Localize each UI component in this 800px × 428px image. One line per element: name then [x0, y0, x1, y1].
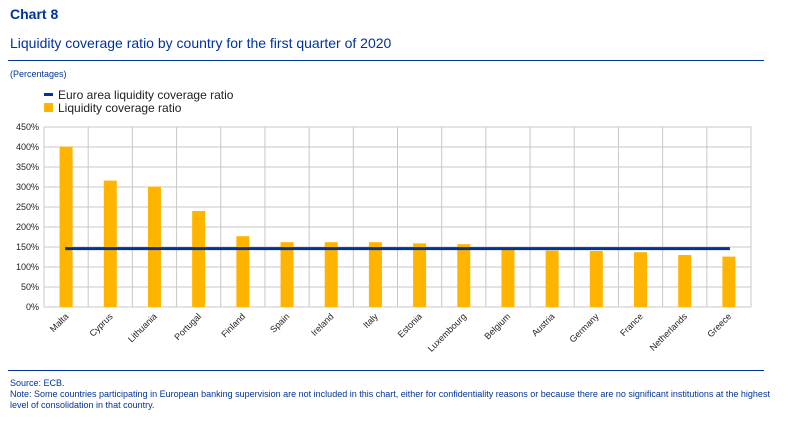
x-tick-label: Estonia — [396, 311, 424, 339]
bar — [103, 180, 117, 307]
bar — [678, 255, 692, 307]
x-tick-label: Italy — [361, 311, 380, 330]
bottom-rule — [8, 370, 764, 371]
y-tick-label: 300% — [16, 182, 39, 192]
x-tick-label: Austria — [530, 311, 557, 338]
x-tick-label: Spain — [268, 311, 291, 334]
bar — [501, 249, 515, 307]
bar — [457, 244, 471, 307]
bar — [59, 146, 73, 307]
bar — [634, 252, 648, 307]
legend-line-swatch — [44, 93, 53, 96]
unit-label: (Percentages) — [10, 69, 67, 79]
x-tick-label: Luxembourg — [426, 311, 468, 353]
footer: Source: ECB. Note: Some countries partic… — [10, 378, 770, 411]
y-tick-label: 450% — [16, 122, 39, 132]
x-tick-label: Lithuania — [126, 311, 159, 344]
y-tick-label: 50% — [21, 282, 39, 292]
bar — [722, 256, 736, 307]
x-tick-label: Belgium — [482, 311, 512, 341]
legend: Euro area liquidity coverage ratio Liqui… — [44, 87, 234, 115]
top-rule — [8, 60, 764, 61]
legend-item-bar: Liquidity coverage ratio — [44, 100, 233, 115]
x-tick-label: Portugal — [172, 311, 203, 342]
bar — [413, 243, 427, 307]
bar — [545, 250, 559, 307]
y-tick-label: 400% — [16, 142, 39, 152]
footnote: Note: Some countries participating in Eu… — [10, 389, 770, 410]
bar — [280, 242, 294, 307]
y-tick-label: 100% — [16, 262, 39, 272]
y-tick-label: 350% — [16, 162, 39, 172]
legend-bar-swatch — [44, 103, 53, 112]
bar — [147, 186, 161, 307]
bar — [324, 242, 338, 307]
x-tick-label: Ireland — [309, 311, 336, 338]
legend-line-label: Euro area liquidity coverage ratio — [58, 87, 234, 102]
legend-bar-label: Liquidity coverage ratio — [58, 100, 182, 115]
x-tick-label: Finland — [219, 311, 247, 339]
x-tick-label: Germany — [568, 311, 602, 345]
bar — [589, 251, 603, 307]
x-tick-label: Netherlands — [648, 311, 690, 353]
y-tick-label: 0% — [26, 302, 39, 312]
source-note: Source: ECB. — [10, 378, 65, 388]
bar — [368, 242, 382, 307]
chart-title: Liquidity coverage ratio by country for … — [10, 35, 392, 51]
bar — [236, 236, 250, 307]
y-tick-label: 200% — [16, 222, 39, 232]
bar — [192, 211, 206, 307]
chart-number: Chart 8 — [10, 6, 59, 22]
y-tick-label: 250% — [16, 202, 39, 212]
x-tick-label: Greece — [705, 311, 733, 339]
x-tick-label: France — [618, 311, 645, 338]
x-tick-label: Cyprus — [87, 311, 115, 339]
legend-item-line: Euro area liquidity coverage ratio — [44, 87, 234, 102]
y-tick-label: 150% — [16, 242, 39, 252]
x-tick-label: Malta — [48, 311, 71, 334]
